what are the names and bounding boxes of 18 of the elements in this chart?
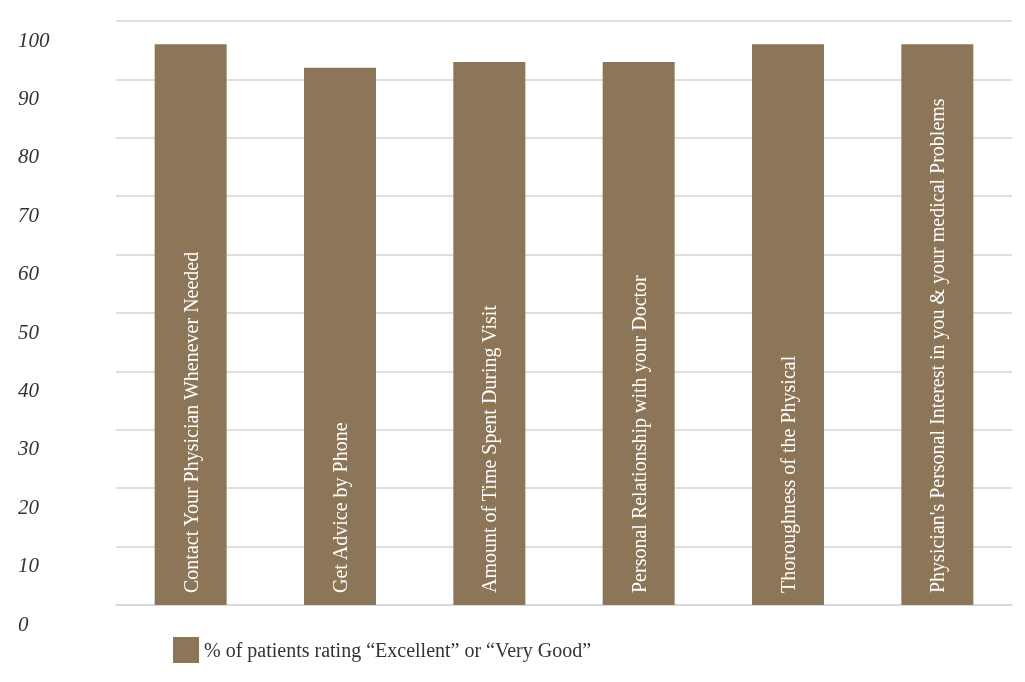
y-tick-label: 10 xyxy=(18,553,40,578)
y-tick-label: 40 xyxy=(18,377,40,402)
y-tick-label: 80 xyxy=(18,144,40,169)
y-tick-label: 30 xyxy=(17,436,40,461)
y-tick-label: 70 xyxy=(18,202,40,227)
y-tick-label: 20 xyxy=(18,494,40,519)
x-tick-label: Thoroughness of the Physical xyxy=(777,355,800,593)
y-tick-label: 100 xyxy=(18,27,50,52)
y-tick-label: 90 xyxy=(18,85,40,110)
legend-label: % of patients rating “Excellent” or “Very Good” xyxy=(204,639,592,662)
x-tick-label: Physician's Personal Interest in you & your medical Problems xyxy=(926,98,950,593)
y-tick-label: 60 xyxy=(18,261,40,286)
x-tick-label: Amount of Time Spent During Visit xyxy=(478,304,502,593)
y-tick-label: 0 xyxy=(18,611,29,636)
x-tick-label: Personal Relationship with your Doctor xyxy=(627,274,651,593)
x-tick-label: Contact Your Physician Whenever Needed xyxy=(179,251,203,593)
x-tick-label: Get Advice by Phone xyxy=(329,422,352,593)
y-tick-label: 50 xyxy=(18,319,40,344)
